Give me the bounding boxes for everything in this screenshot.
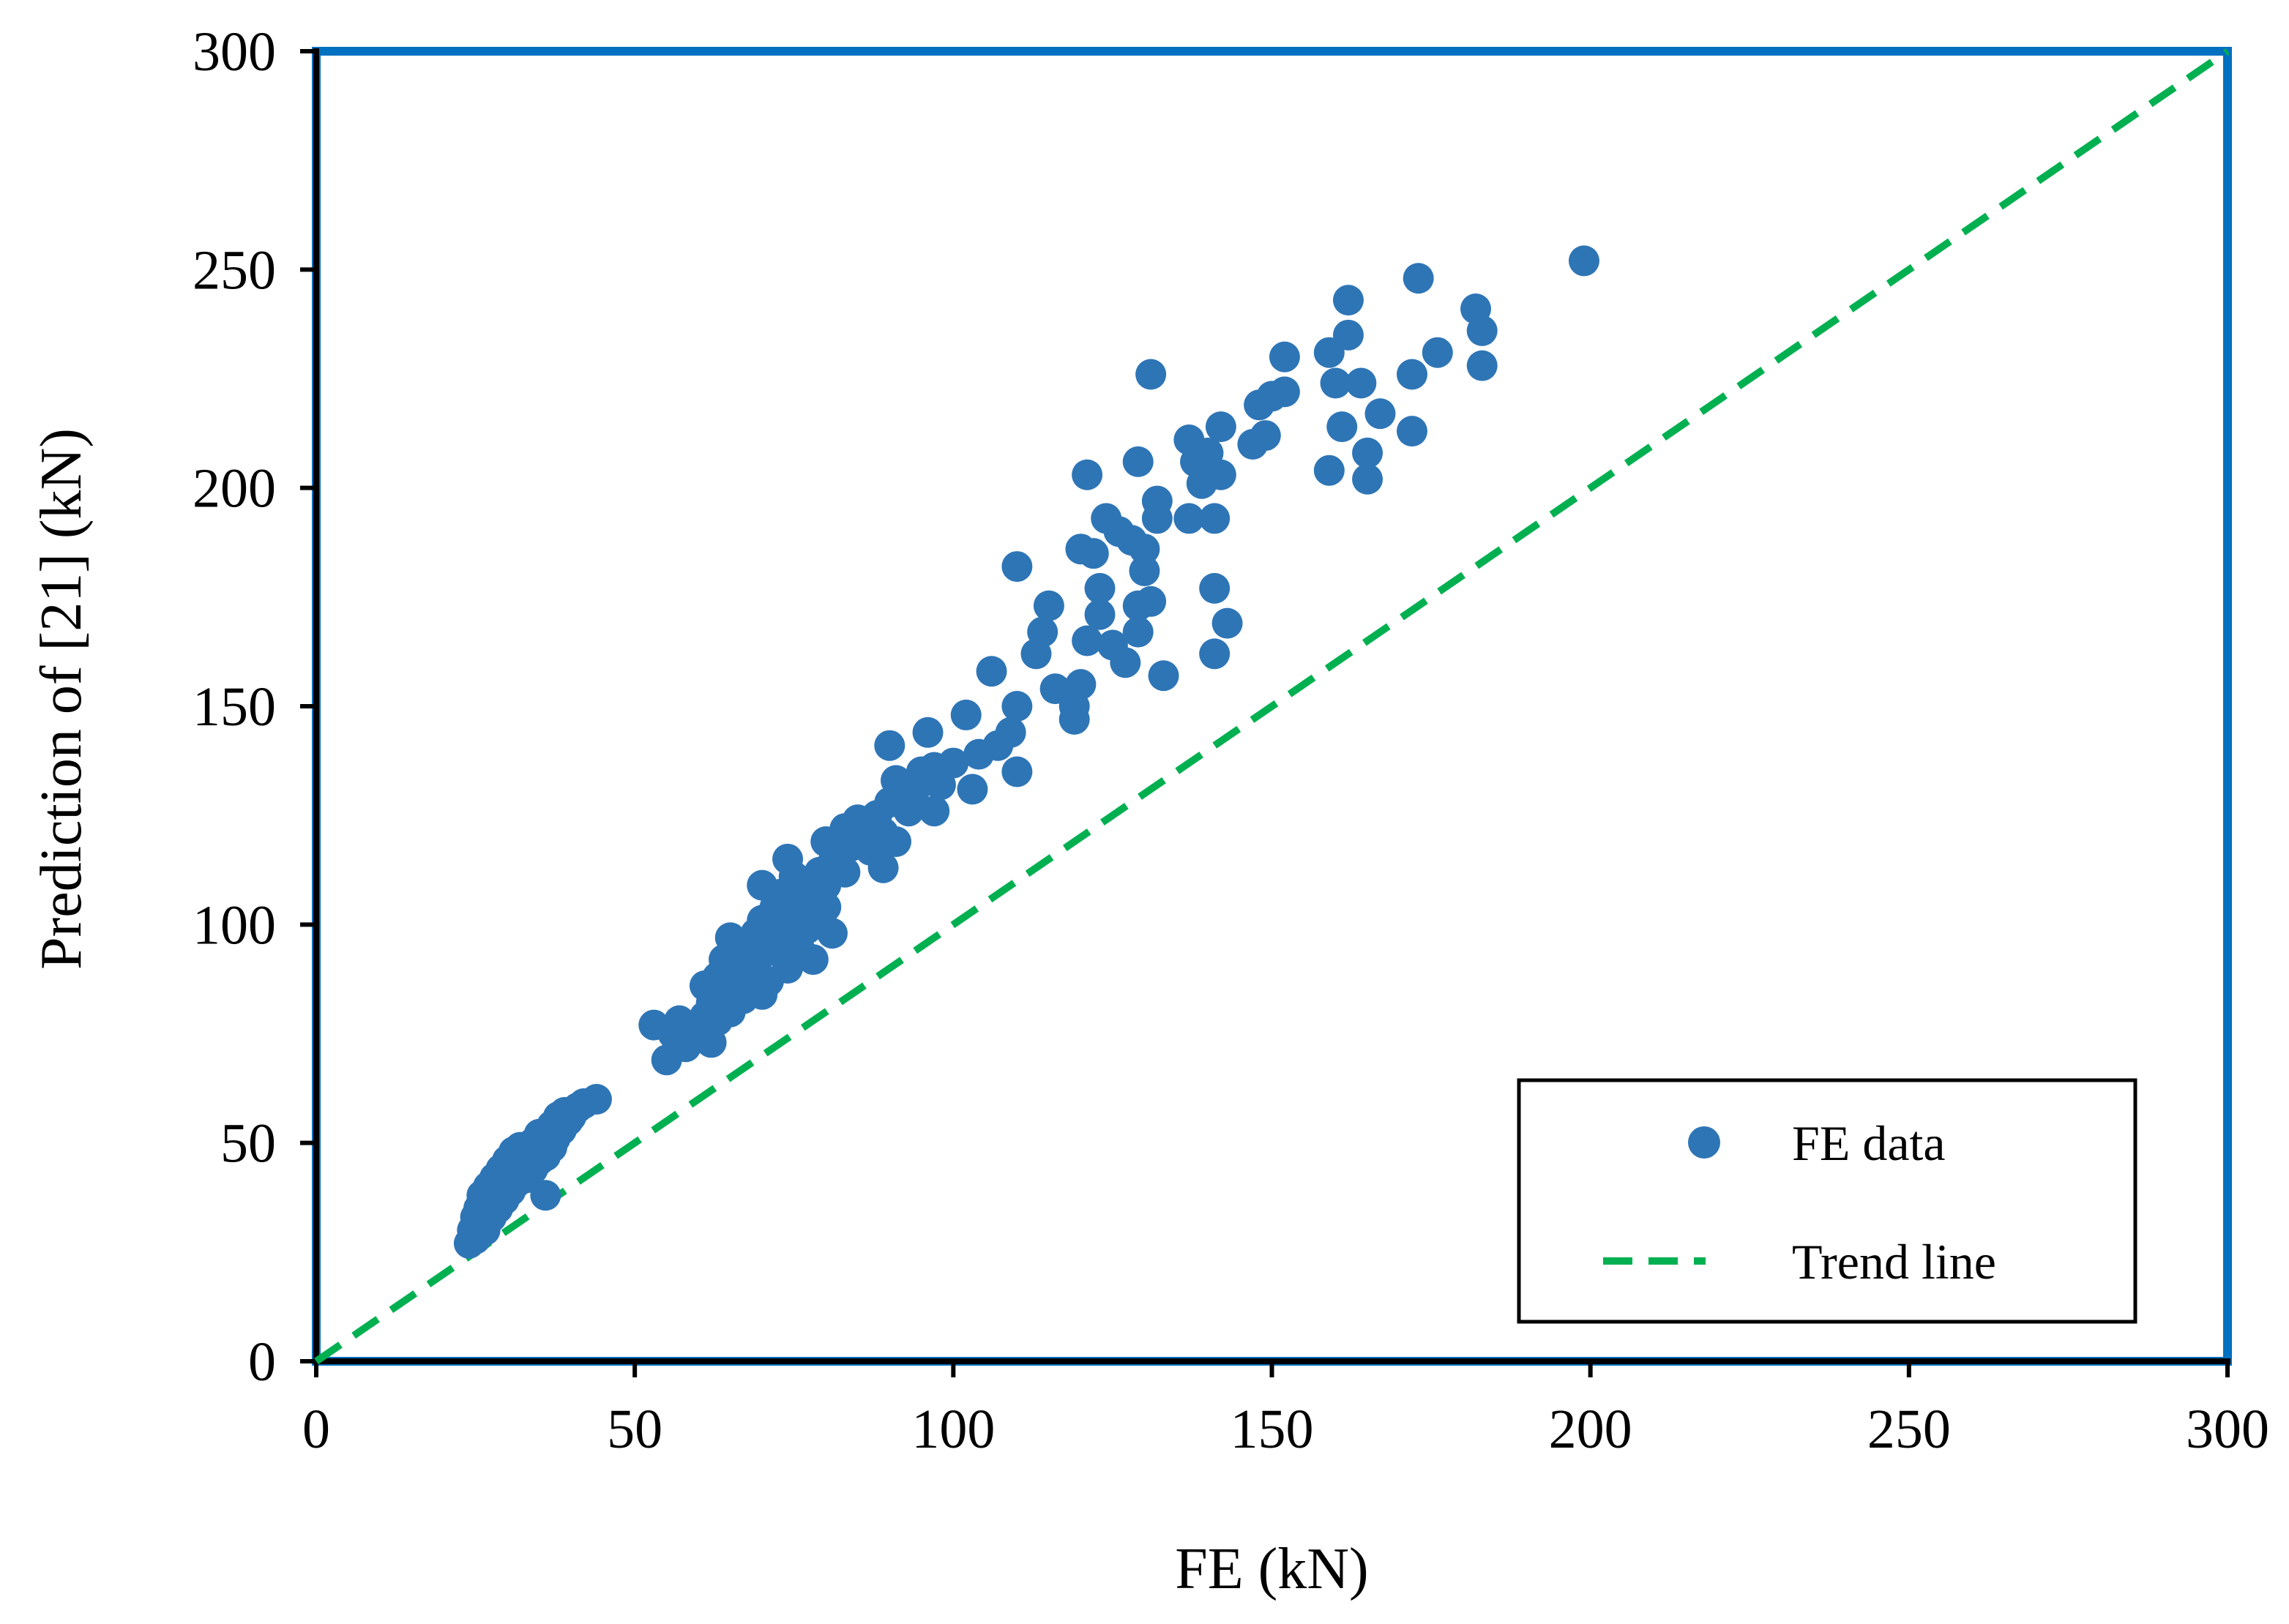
- data-point: [1173, 503, 1205, 534]
- data-point: [1001, 551, 1033, 583]
- data-point: [1403, 263, 1434, 294]
- data-point: [829, 856, 861, 888]
- data-point: [881, 826, 912, 857]
- data-point: [1466, 350, 1498, 381]
- data-point: [1396, 359, 1427, 390]
- data-point: [1110, 647, 1141, 678]
- data-point: [1129, 534, 1160, 565]
- data-point: [1148, 660, 1179, 692]
- data-point: [810, 891, 842, 923]
- trend-line-layer: [314, 48, 2230, 1365]
- legend-label-fe-data: FE data: [1792, 1115, 1946, 1171]
- data-point: [867, 852, 899, 883]
- data-point: [1001, 756, 1033, 787]
- x-tick-label: 250: [1867, 1399, 1951, 1460]
- data-point: [1141, 503, 1173, 534]
- data-point: [912, 716, 944, 748]
- data-point: [1320, 367, 1351, 399]
- data-point: [1135, 359, 1167, 390]
- x-tick-label: 200: [1549, 1399, 1632, 1460]
- x-axis-title: FE (kN): [1175, 1537, 1368, 1601]
- data-point: [1332, 285, 1364, 316]
- data-point: [1065, 669, 1097, 700]
- data-point: [919, 796, 950, 827]
- data-point: [1205, 411, 1236, 443]
- y-axis-title: Prediction of [21] (kN): [29, 428, 94, 970]
- data-point: [1250, 420, 1281, 452]
- data-point: [1058, 703, 1090, 735]
- data-point: [957, 774, 988, 805]
- data-point: [1352, 437, 1384, 468]
- x-tick-label: 50: [607, 1399, 662, 1460]
- data-point: [1135, 585, 1167, 617]
- y-tick-label: 0: [248, 1331, 276, 1393]
- data-point: [1396, 416, 1427, 447]
- x-ticks: 0 50 100 150 200 250 300: [302, 1361, 2269, 1460]
- x-tick-label: 300: [2186, 1399, 2269, 1460]
- y-tick-label: 200: [193, 458, 276, 520]
- data-point: [1001, 691, 1033, 722]
- data-point: [995, 716, 1026, 748]
- x-tick-label: 0: [302, 1399, 330, 1460]
- y-tick-label: 250: [193, 239, 276, 301]
- data-point: [1199, 638, 1231, 670]
- data-point: [1072, 625, 1103, 656]
- data-point: [1269, 376, 1300, 408]
- data-point: [1199, 503, 1231, 534]
- data-point: [1129, 555, 1160, 587]
- data-point: [1326, 411, 1358, 443]
- legend-marker-fe-data: [1688, 1126, 1720, 1159]
- y-tick-label: 50: [220, 1113, 276, 1175]
- data-point: [1211, 607, 1243, 639]
- y-ticks: 0 50 100 150 200 250 300: [193, 21, 316, 1393]
- legend-label-trend-line: Trend line: [1792, 1234, 1996, 1290]
- y-tick-label: 100: [193, 894, 276, 956]
- data-point: [950, 699, 982, 730]
- y-tick-label: 150: [193, 676, 276, 738]
- data-point: [1027, 616, 1058, 648]
- legend: FE data Trend line: [1517, 1078, 2137, 1324]
- data-points: [453, 245, 1599, 1259]
- data-point: [1422, 337, 1453, 368]
- data-point: [1313, 454, 1345, 486]
- data-point: [1199, 572, 1231, 604]
- data-point: [1269, 341, 1300, 373]
- data-point: [530, 1180, 561, 1211]
- data-point: [1352, 463, 1384, 495]
- data-point: [1084, 572, 1116, 604]
- data-point: [797, 944, 829, 976]
- data-point: [1122, 446, 1154, 477]
- data-point: [1205, 459, 1236, 490]
- trend-line: [314, 48, 2230, 1365]
- data-point: [1345, 367, 1377, 399]
- data-point: [1568, 245, 1599, 277]
- data-point: [1072, 459, 1103, 490]
- data-point: [976, 656, 1007, 687]
- data-point: [580, 1084, 612, 1115]
- data-point: [1122, 616, 1154, 648]
- data-point: [938, 747, 969, 779]
- data-point: [1332, 319, 1364, 351]
- y-tick-label: 300: [193, 21, 276, 83]
- data-point: [816, 918, 848, 949]
- data-point: [1466, 315, 1498, 346]
- data-point: [1084, 599, 1116, 630]
- data-point: [1364, 398, 1396, 430]
- data-point: [1078, 538, 1109, 569]
- data-point: [1033, 590, 1064, 621]
- x-tick-label: 150: [1231, 1399, 1314, 1460]
- legend-box: [1517, 1078, 2137, 1324]
- x-tick-label: 100: [911, 1399, 995, 1460]
- data-point: [874, 730, 905, 761]
